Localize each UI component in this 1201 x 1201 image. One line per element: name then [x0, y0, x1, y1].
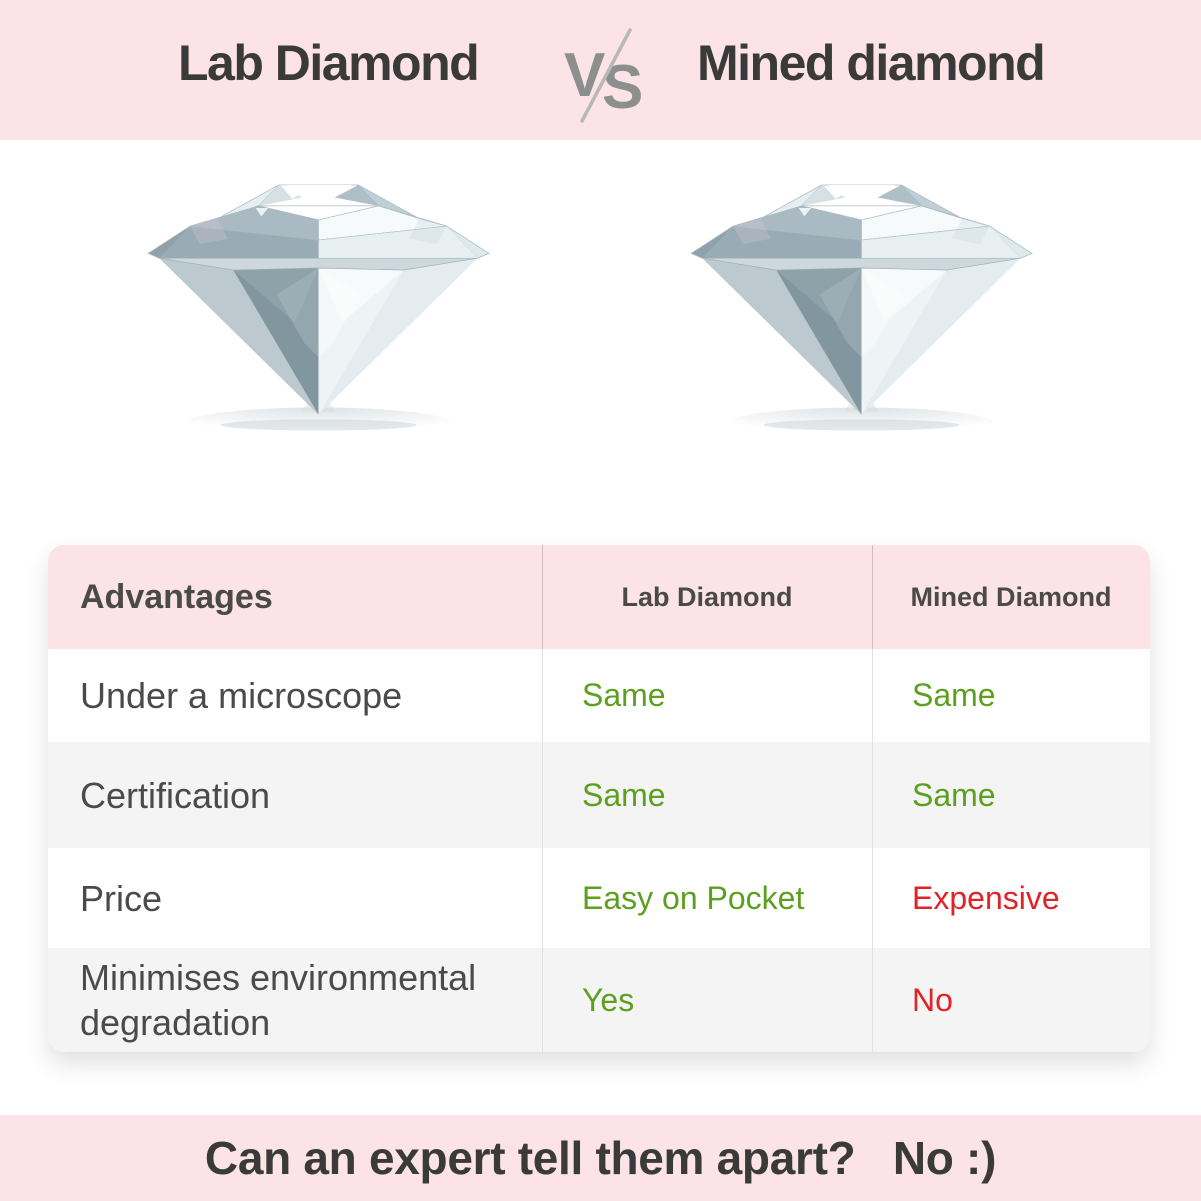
svg-text:S: S [602, 53, 643, 122]
svg-text:V: V [564, 41, 605, 110]
